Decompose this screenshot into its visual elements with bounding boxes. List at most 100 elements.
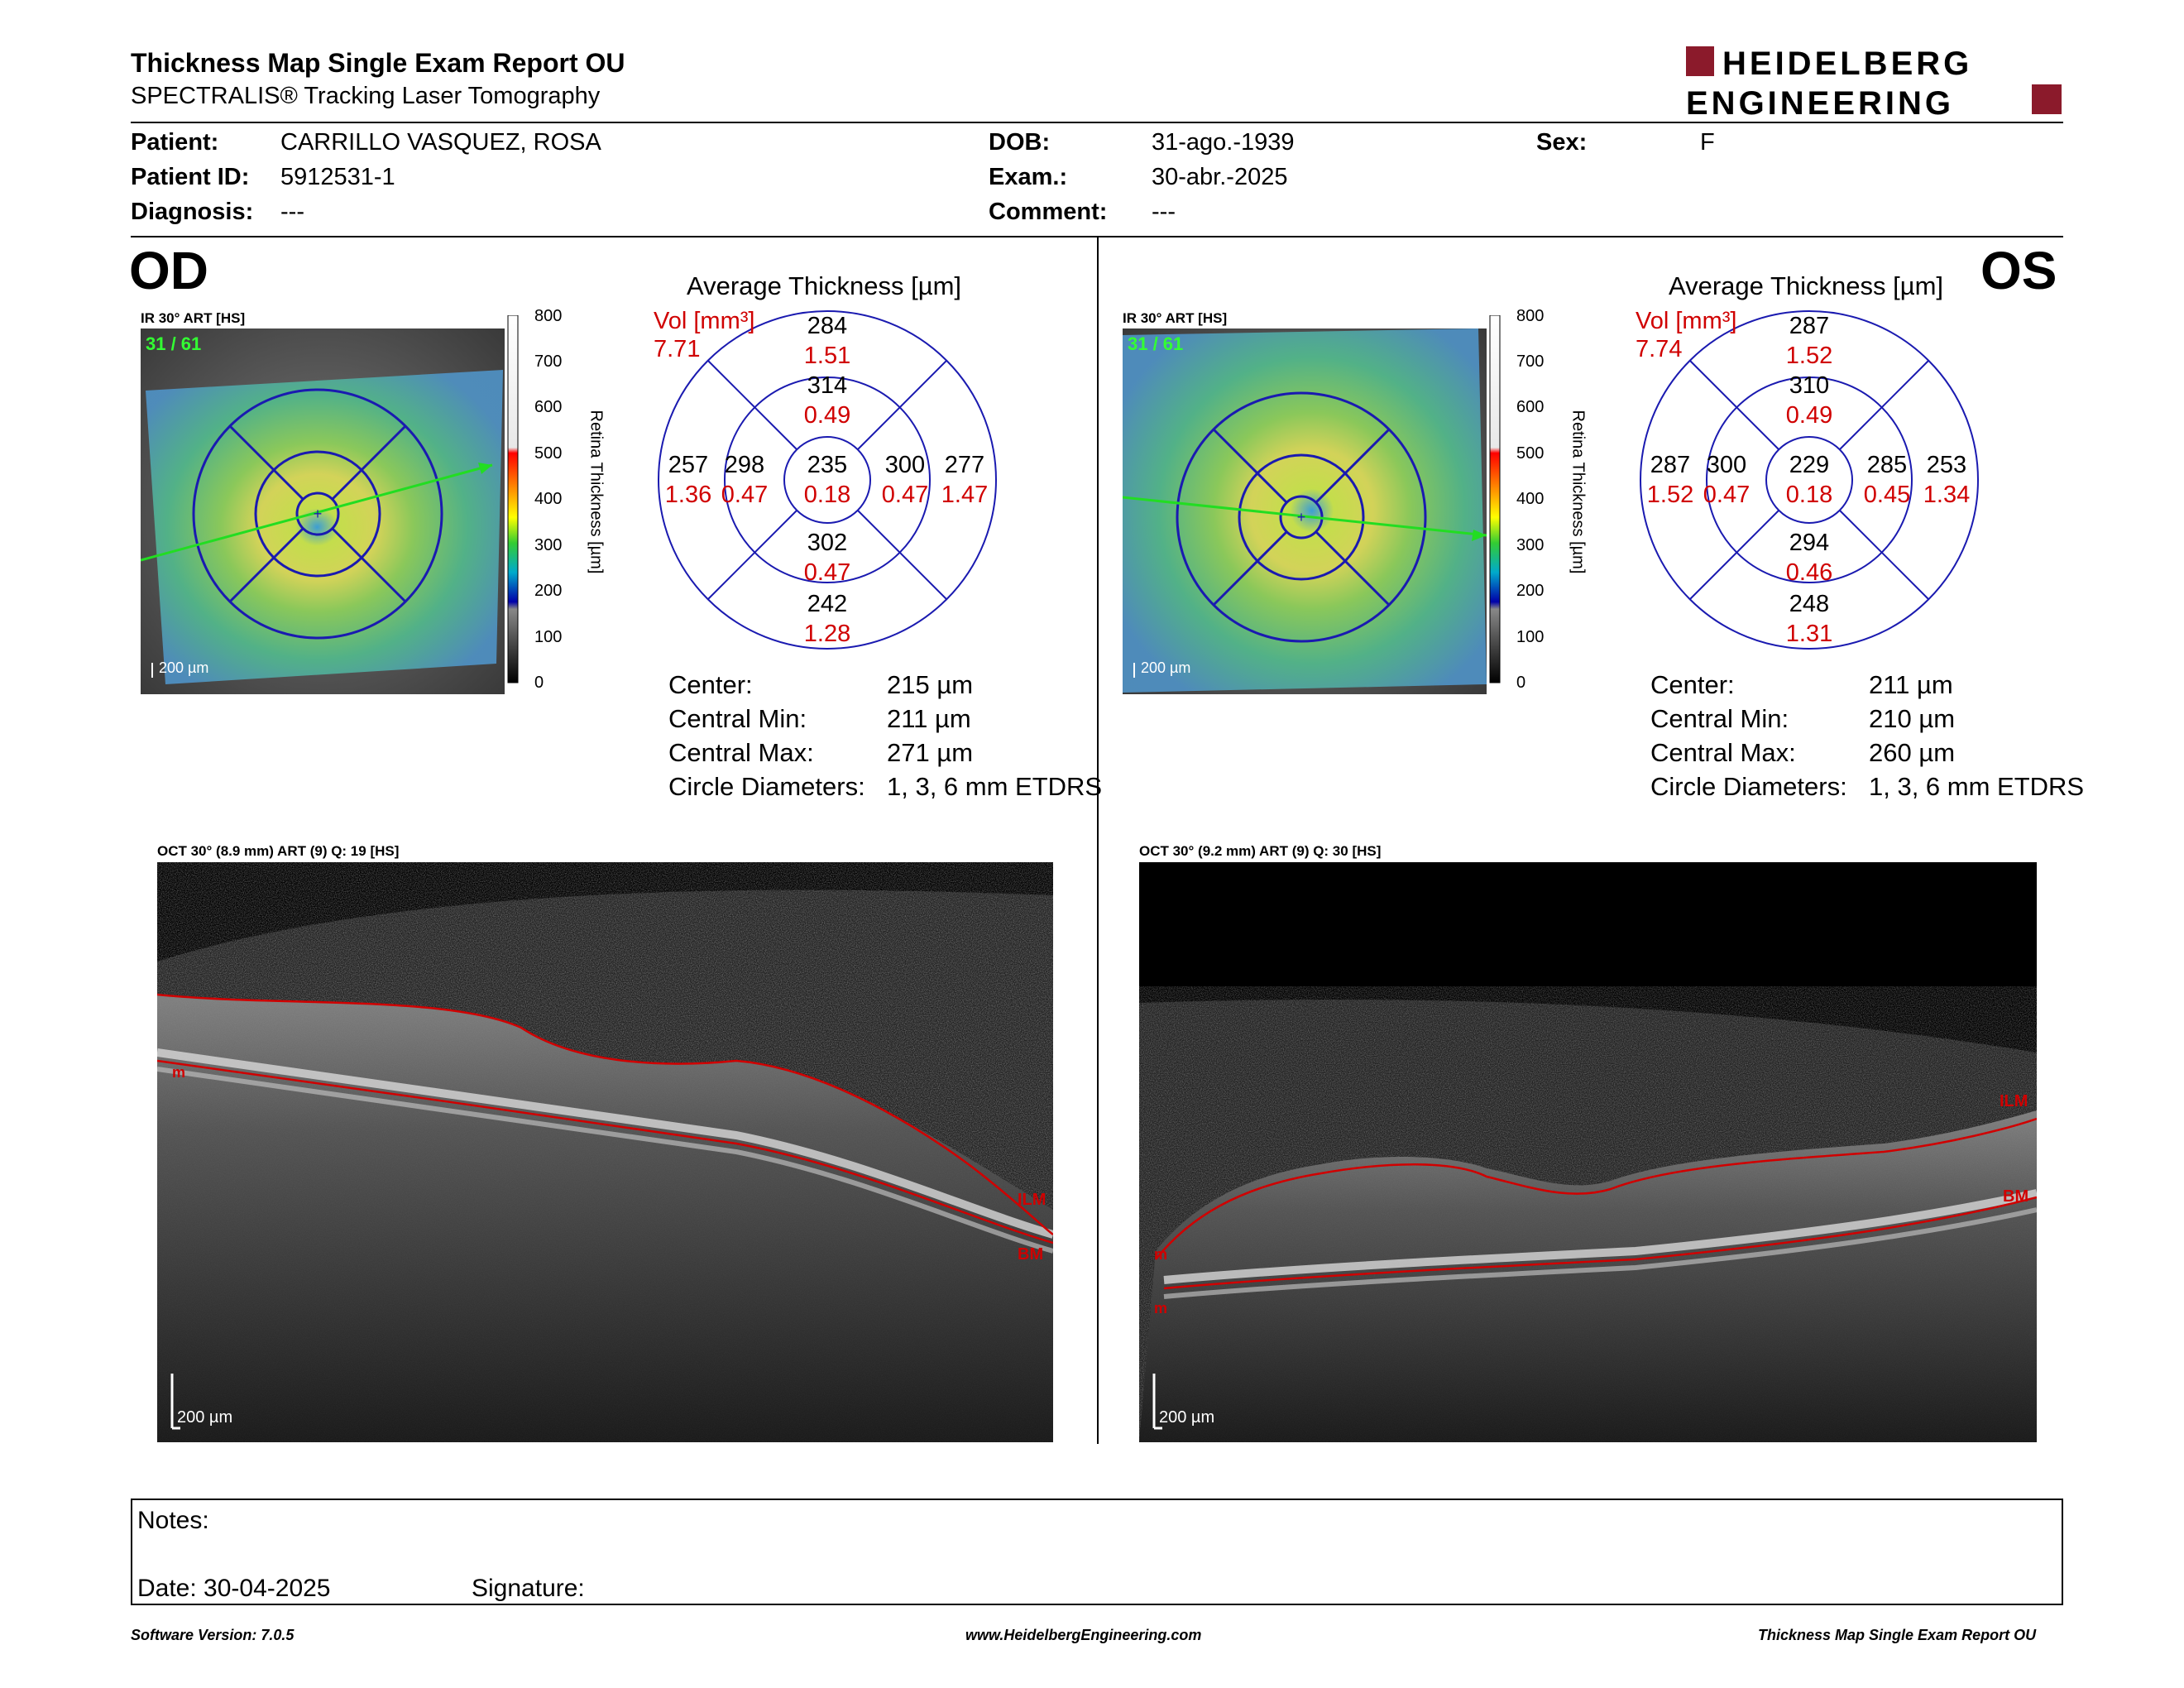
os-inner-right-thickness: 285 — [1866, 452, 1908, 478]
od-eye-label: OD — [129, 241, 208, 300]
footer-website-link[interactable]: www.HeidelbergEngineering.com — [965, 1627, 1202, 1643]
os-oct-ilm-label: ILM — [2000, 1092, 2028, 1110]
dob-value: 31-ago.-1939 — [1152, 129, 1295, 156]
sex-label: Sex: — [1536, 129, 1588, 156]
od-scale-tick-100: 100 — [534, 628, 563, 646]
os-central-max-label: Central Max: — [1650, 738, 1796, 767]
os-scale-label: Retina Thickness [µm] — [1569, 410, 1588, 574]
od-color-scale — [505, 314, 604, 696]
od-vol-label: Vol [mm³] — [654, 308, 755, 334]
od-thickness-map: + 31 / 61 200 µm — [140, 328, 505, 694]
notes-label: Notes: — [137, 1507, 209, 1534]
os-center-value: 211 µm — [1869, 670, 1953, 699]
os-oct-bm-label: BM — [2003, 1187, 2028, 1206]
center-divider — [1097, 237, 1099, 1444]
os-inner-sup-thickness: 310 — [1789, 372, 1830, 399]
od-circle-diameters-label: Circle Diameters: — [668, 772, 865, 801]
diagnosis-label: Diagnosis: — [131, 199, 254, 225]
os-vol-value: 7.74 — [1636, 336, 1683, 362]
heidelberg-logo: HEIDELBERG ENGINEERING — [1684, 45, 2065, 123]
od-central-max-label: Central Max: — [668, 738, 814, 767]
od-outer-left-vol: 1.36 — [664, 482, 712, 508]
od-center-value: 215 µm — [887, 670, 974, 699]
os-eye-label: OS — [1980, 241, 2057, 300]
footer-software-version: Software Version: 7.0.5 — [131, 1627, 295, 1643]
os-outer-right-thickness: 253 — [1926, 452, 1967, 478]
exam-label: Exam.: — [989, 164, 1068, 190]
os-scale-tick-100: 100 — [1516, 628, 1545, 646]
os-etdrs-grid — [1636, 306, 1983, 654]
od-scale-label: Retina Thickness [µm] — [587, 410, 606, 574]
os-scale-tick-500: 500 — [1516, 444, 1545, 463]
os-outer-sup-thickness: 287 — [1789, 313, 1830, 339]
comment-label: Comment: — [989, 199, 1108, 225]
od-scale-tick-500: 500 — [534, 444, 563, 463]
signature-label: Signature: — [472, 1575, 585, 1602]
od-scale-tick-300: 300 — [534, 536, 563, 554]
od-inner-inf-vol: 0.47 — [803, 559, 851, 586]
od-inner-sup-vol: 0.49 — [803, 402, 851, 429]
os-vol-label: Vol [mm³] — [1636, 308, 1737, 334]
os-outer-right-vol: 1.34 — [1923, 482, 1971, 508]
od-oct-scale: 200 µm — [177, 1408, 232, 1427]
od-outer-inf-vol: 1.28 — [803, 621, 851, 647]
sex-value: F — [1700, 129, 1715, 156]
os-scale-tick-200: 200 — [1516, 582, 1545, 600]
report-subtitle: SPECTRALIS® Tracking Laser Tomography — [131, 83, 601, 109]
os-center-thickness: 229 — [1789, 452, 1830, 478]
os-scale-tick-700: 700 — [1516, 352, 1545, 371]
os-outer-sup-vol: 1.52 — [1785, 343, 1833, 369]
os-oct-scale: 200 µm — [1159, 1408, 1214, 1427]
patient-label: Patient: — [131, 129, 219, 156]
od-oct-m-label: m — [172, 1064, 185, 1081]
notes-box[interactable]: Notes: Date: 30-04-2025 Signature: — [131, 1499, 2063, 1605]
od-center-label: Center: — [668, 670, 753, 699]
svg-text:HEIDELBERG: HEIDELBERG — [1722, 46, 1972, 82]
od-ir-label: IR 30° ART [HS] — [141, 310, 246, 326]
os-outer-inf-thickness: 248 — [1789, 591, 1830, 617]
od-scale-tick-200: 200 — [534, 582, 563, 600]
os-outer-left-vol: 1.52 — [1646, 482, 1694, 508]
od-central-max-value: 271 µm — [887, 738, 974, 767]
os-central-min-value: 210 µm — [1869, 704, 1956, 733]
os-scale-tick-800: 800 — [1516, 307, 1545, 325]
header-divider — [131, 122, 2063, 123]
os-center-vol: 0.18 — [1785, 482, 1833, 508]
os-ir-label: IR 30° ART [HS] — [1123, 310, 1228, 326]
od-outer-sup-thickness: 284 — [807, 313, 848, 339]
svg-text:ENGINEERING: ENGINEERING — [1686, 85, 1954, 119]
os-ir-scale: 200 µm — [1141, 659, 1190, 676]
od-inner-inf-thickness: 302 — [807, 530, 848, 556]
svg-text:+: + — [1297, 509, 1306, 525]
od-etdrs-grid — [654, 306, 1001, 654]
od-inner-left-thickness: 298 — [724, 452, 765, 478]
od-oct-ilm-label: ILM — [1018, 1191, 1046, 1209]
od-scale-tick-600: 600 — [534, 398, 563, 416]
os-color-scale — [1487, 314, 1586, 696]
od-scale-tick-400: 400 — [534, 490, 563, 508]
od-inner-right-vol: 0.47 — [881, 482, 929, 508]
od-central-min-value: 211 µm — [887, 704, 971, 733]
os-oct-m-label-upper: m — [1154, 1246, 1167, 1263]
od-oct-bscan: m ILM BM 200 µm — [156, 862, 1055, 1442]
od-inner-right-thickness: 300 — [884, 452, 926, 478]
od-circle-diameters-value: 1, 3, 6 mm ETDRS — [887, 772, 1103, 801]
od-central-min-label: Central Min: — [668, 704, 807, 733]
od-scale-tick-0: 0 — [534, 674, 544, 692]
os-thickness-map: + 31 / 61 200 µm — [1122, 328, 1487, 694]
patient-divider — [131, 236, 2063, 237]
od-outer-right-vol: 1.47 — [941, 482, 989, 508]
os-central-min-label: Central Min: — [1650, 704, 1789, 733]
exam-value: 30-abr.-2025 — [1152, 164, 1288, 190]
os-center-label: Center: — [1650, 670, 1735, 699]
od-average-thickness-title: Average Thickness [µm] — [687, 271, 962, 300]
patient-id-value: 5912531-1 — [280, 164, 395, 190]
date-label: Date: 30-04-2025 — [137, 1575, 331, 1602]
os-inner-inf-vol: 0.46 — [1785, 559, 1833, 586]
os-frame-counter: 31 / 61 — [1128, 333, 1183, 354]
od-inner-sup-thickness: 314 — [807, 372, 848, 399]
os-inner-left-vol: 0.47 — [1703, 482, 1751, 508]
svg-text:+: + — [314, 506, 323, 522]
od-ir-scale: 200 µm — [159, 659, 208, 676]
os-scale-tick-400: 400 — [1516, 490, 1545, 508]
